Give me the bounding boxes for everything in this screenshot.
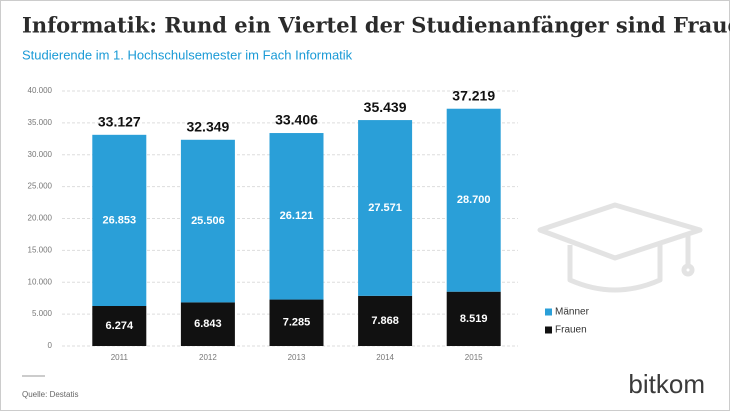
x-tick-label: 2013	[288, 353, 306, 362]
bar-segment	[446, 108, 501, 292]
total-label: 35.439	[364, 99, 407, 115]
bar-segment	[180, 302, 235, 346]
total-label: 37.219	[452, 87, 495, 103]
total-label: 33.406	[275, 112, 318, 128]
legend-label: Frauen	[555, 325, 587, 336]
bar-segment	[358, 295, 413, 346]
x-tick-label: 2015	[465, 353, 483, 362]
bar-segment	[358, 120, 413, 296]
total-label: 33.127	[98, 114, 141, 130]
x-tick-label: 2012	[199, 353, 217, 362]
x-tick-label: 2011	[111, 353, 129, 362]
data-label: 7.285	[283, 317, 311, 329]
bar-segment	[446, 291, 501, 346]
source: Quelle: Destatis	[22, 390, 78, 399]
y-tick-label: 15.000	[28, 245, 53, 254]
chart-title: Informatik: Rund ein Viertel der Studien…	[22, 13, 730, 38]
data-label: 26.121	[280, 210, 314, 222]
data-label: 26.853	[102, 214, 136, 226]
chart-subtitle: Studierende im 1. Hochschulsemester im F…	[22, 47, 353, 62]
legend-label: Männer	[555, 307, 590, 318]
legend-swatch	[545, 326, 552, 334]
y-tick-label: 0	[48, 341, 53, 350]
x-tick-label: 2014	[376, 353, 394, 362]
bar-segment	[269, 299, 324, 346]
y-tick-label: 5.000	[32, 309, 53, 318]
data-label: 27.571	[368, 202, 402, 214]
data-label: 6.274	[106, 320, 134, 332]
data-label: 7.868	[371, 315, 399, 327]
bar-segment	[92, 306, 147, 346]
data-label: 28.700	[457, 194, 491, 206]
y-tick-label: 25.000	[28, 182, 53, 191]
data-label: 8.519	[460, 313, 488, 325]
y-tick-label: 20.000	[28, 214, 53, 223]
graduation-cap-icon	[537, 202, 703, 293]
bar-segment	[92, 134, 147, 307]
data-label: 25.506	[191, 215, 225, 227]
bar-segment	[269, 133, 324, 300]
y-tick-label: 40.000	[28, 86, 53, 95]
y-tick-label: 30.000	[28, 150, 53, 159]
logo: bitkom	[628, 369, 705, 399]
y-tick-label: 35.000	[28, 118, 53, 127]
bar-segment	[180, 139, 235, 303]
legend-swatch	[545, 308, 552, 316]
data-label: 6.843	[194, 318, 222, 330]
total-label: 32.349	[186, 118, 229, 134]
y-tick-label: 10.000	[28, 277, 53, 286]
